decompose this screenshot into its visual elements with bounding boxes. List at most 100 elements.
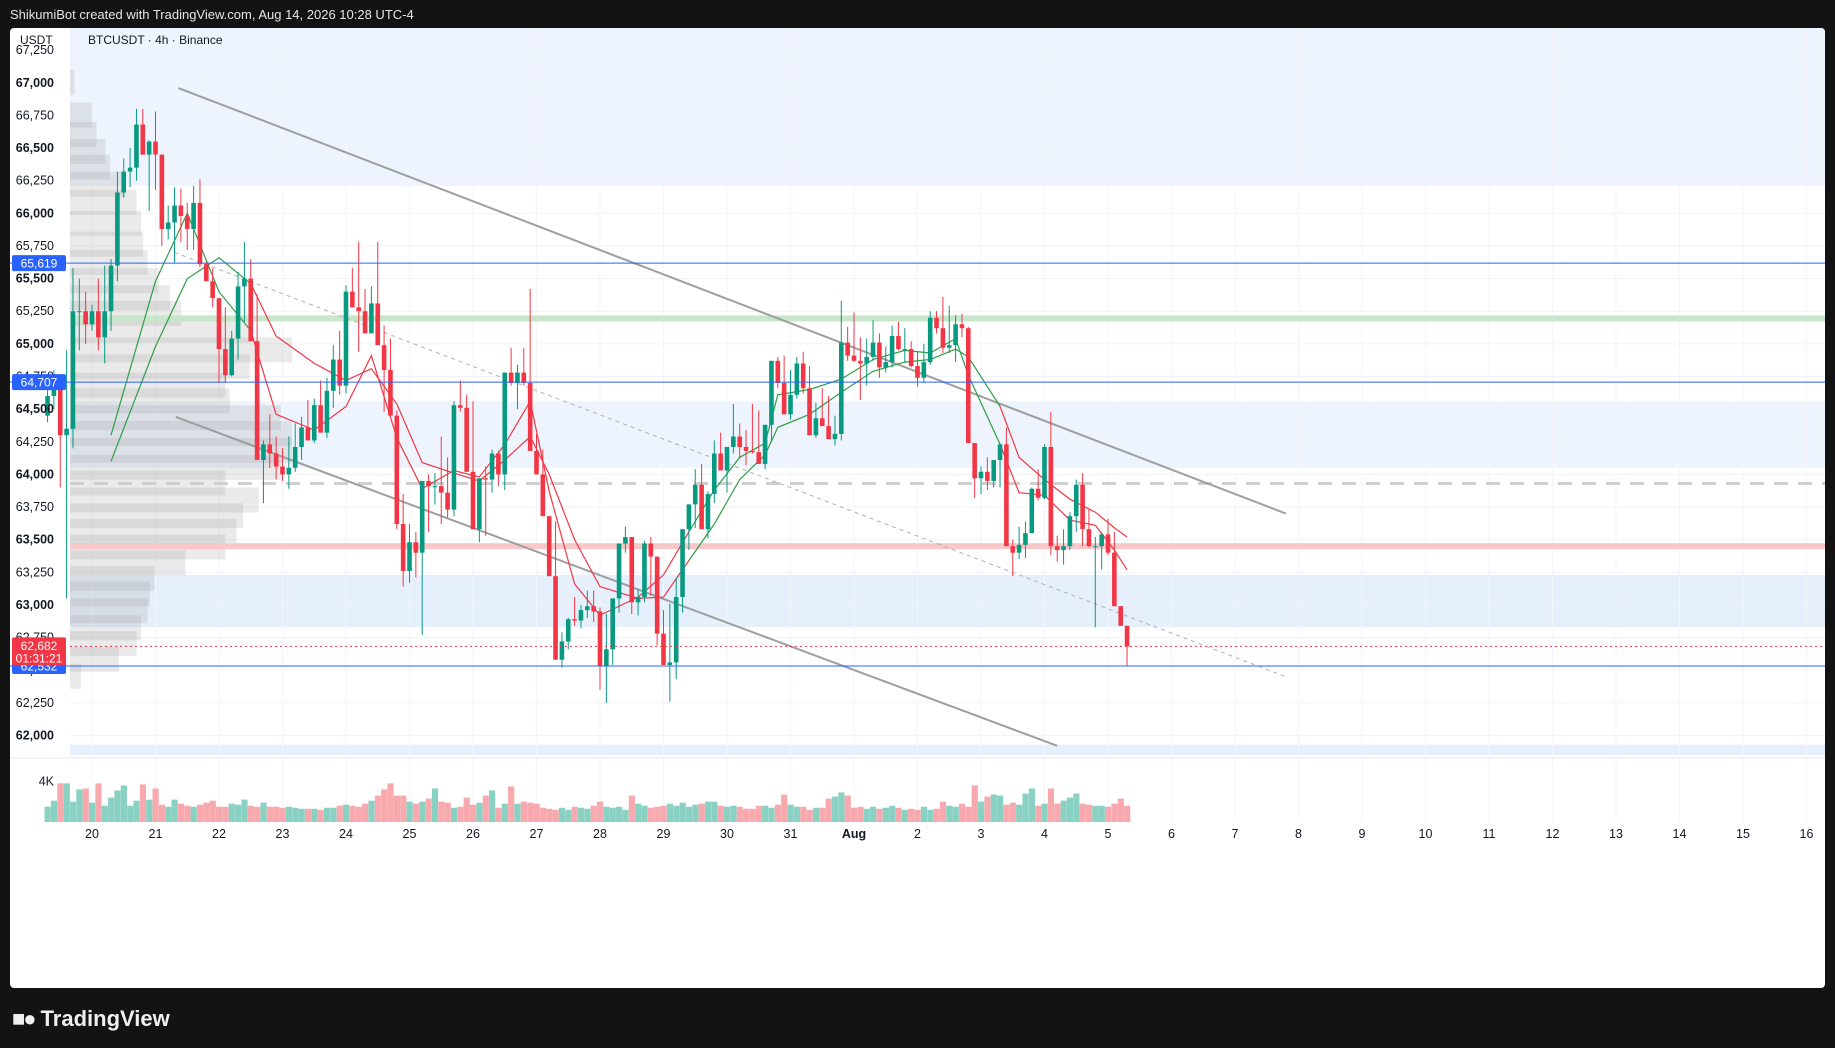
zone-0 xyxy=(70,28,1825,186)
volume-bar xyxy=(870,806,877,822)
candle-body xyxy=(839,342,844,434)
candle-body xyxy=(775,360,781,384)
x-tick-label: 27 xyxy=(530,827,544,841)
candle-body xyxy=(680,529,685,598)
volume-bar xyxy=(920,806,928,822)
candle-body xyxy=(921,362,927,378)
candlestick-chart[interactable]: 67,250 67,000 66,750 66,500 66,250 66,000 65,7… xyxy=(10,28,1825,988)
volume-profile-bar xyxy=(70,487,259,513)
y-tick-label: 65,250 xyxy=(16,304,54,318)
candle-body xyxy=(235,286,241,339)
volume-bar xyxy=(654,806,661,822)
x-tick-label: 28 xyxy=(593,827,607,841)
volume-bar xyxy=(127,805,134,822)
x-tick-label: 8 xyxy=(1295,827,1302,841)
volume-bar xyxy=(762,805,769,822)
candle-body xyxy=(1023,533,1028,545)
candle-body xyxy=(1073,484,1079,517)
volume-bar xyxy=(609,807,616,822)
candle-body xyxy=(661,633,666,665)
candle-body xyxy=(280,466,285,475)
candle-body xyxy=(807,388,812,436)
candle-body xyxy=(337,359,342,386)
x-tick-label: 29 xyxy=(657,827,671,841)
volume-bar xyxy=(958,803,966,822)
x-tick-label: 11 xyxy=(1483,827,1496,841)
y-tick-label: 63,500 xyxy=(16,533,54,547)
candle-body xyxy=(1035,488,1041,498)
volume-bar xyxy=(241,799,248,822)
candle-body xyxy=(629,537,635,603)
volume-bar xyxy=(933,808,940,822)
volume-bar xyxy=(349,805,356,822)
candle-body xyxy=(1118,606,1123,626)
candle-body xyxy=(115,192,120,266)
volume-bar xyxy=(698,803,705,822)
volume-bar xyxy=(838,792,845,822)
volume-bar xyxy=(927,809,934,822)
volume-bar xyxy=(330,807,337,822)
candle-body xyxy=(997,444,1003,461)
candle-body xyxy=(705,493,711,530)
volume-bar xyxy=(939,801,947,822)
volume-bar xyxy=(133,800,140,822)
candle-body xyxy=(331,359,336,391)
tradingview-logo[interactable]: ■● TradingView xyxy=(12,1006,170,1032)
volume-bar xyxy=(235,804,242,822)
volume-bar xyxy=(844,795,851,822)
volume-bar xyxy=(425,798,432,822)
candle-body xyxy=(419,480,425,553)
volume-bar xyxy=(457,806,464,822)
horizontal-lines-layer xyxy=(10,262,1825,667)
candle-body xyxy=(83,311,88,325)
candle-body xyxy=(197,202,203,265)
candle-body xyxy=(1010,546,1016,553)
volume-bar xyxy=(101,805,108,822)
volume-bar xyxy=(146,799,153,822)
candle-body xyxy=(521,372,527,384)
volume-bar xyxy=(76,789,83,822)
volume-bar xyxy=(50,800,58,822)
y-tick-label: 64,500 xyxy=(16,402,54,416)
x-tick-label: 10 xyxy=(1419,827,1433,841)
candle-body xyxy=(1042,446,1047,498)
volume-bar xyxy=(1117,798,1124,822)
candle-body xyxy=(153,141,158,155)
x-tick-label: 2 xyxy=(914,827,921,841)
channel-upper-line xyxy=(178,87,1287,515)
level-band-1 xyxy=(70,543,1825,550)
x-tick-label: 9 xyxy=(1359,827,1366,841)
candle-body xyxy=(800,363,806,389)
candle-body xyxy=(204,264,209,282)
volume-bar xyxy=(952,806,959,822)
volume-bar xyxy=(63,783,70,822)
volume-profile-bar xyxy=(70,154,110,180)
candle-body xyxy=(445,492,450,510)
candle-body xyxy=(477,478,482,530)
y-tick-label: 63,250 xyxy=(16,565,54,579)
y-tick-label: 62,250 xyxy=(16,696,54,710)
candle-body xyxy=(464,407,469,472)
volume-bar xyxy=(266,806,273,822)
candle-body xyxy=(540,474,546,517)
candle-body xyxy=(940,328,946,348)
candle-body xyxy=(108,265,114,312)
candle-body xyxy=(102,311,107,338)
volume-bar xyxy=(400,795,407,822)
candle-body xyxy=(121,171,127,193)
candle-body xyxy=(369,303,374,334)
x-tick-label: 25 xyxy=(403,827,417,841)
x-tick-label: 16 xyxy=(1800,827,1814,841)
volume-bar xyxy=(527,802,534,822)
candle-body xyxy=(407,542,412,571)
volume-bar xyxy=(412,803,420,822)
zone-3 xyxy=(70,744,1825,755)
volume-bar xyxy=(374,795,381,822)
candle-body xyxy=(597,611,603,667)
chart-panel[interactable]: 67,250 67,000 66,750 66,500 66,250 66,000 65,7… xyxy=(10,28,1825,988)
zone-2 xyxy=(70,574,1825,628)
volume-bar xyxy=(571,806,578,822)
symbol-label: BTCUSDT · 4h · Binance xyxy=(88,33,223,47)
candle-body xyxy=(165,222,171,230)
volume-profile-bar xyxy=(70,615,142,641)
